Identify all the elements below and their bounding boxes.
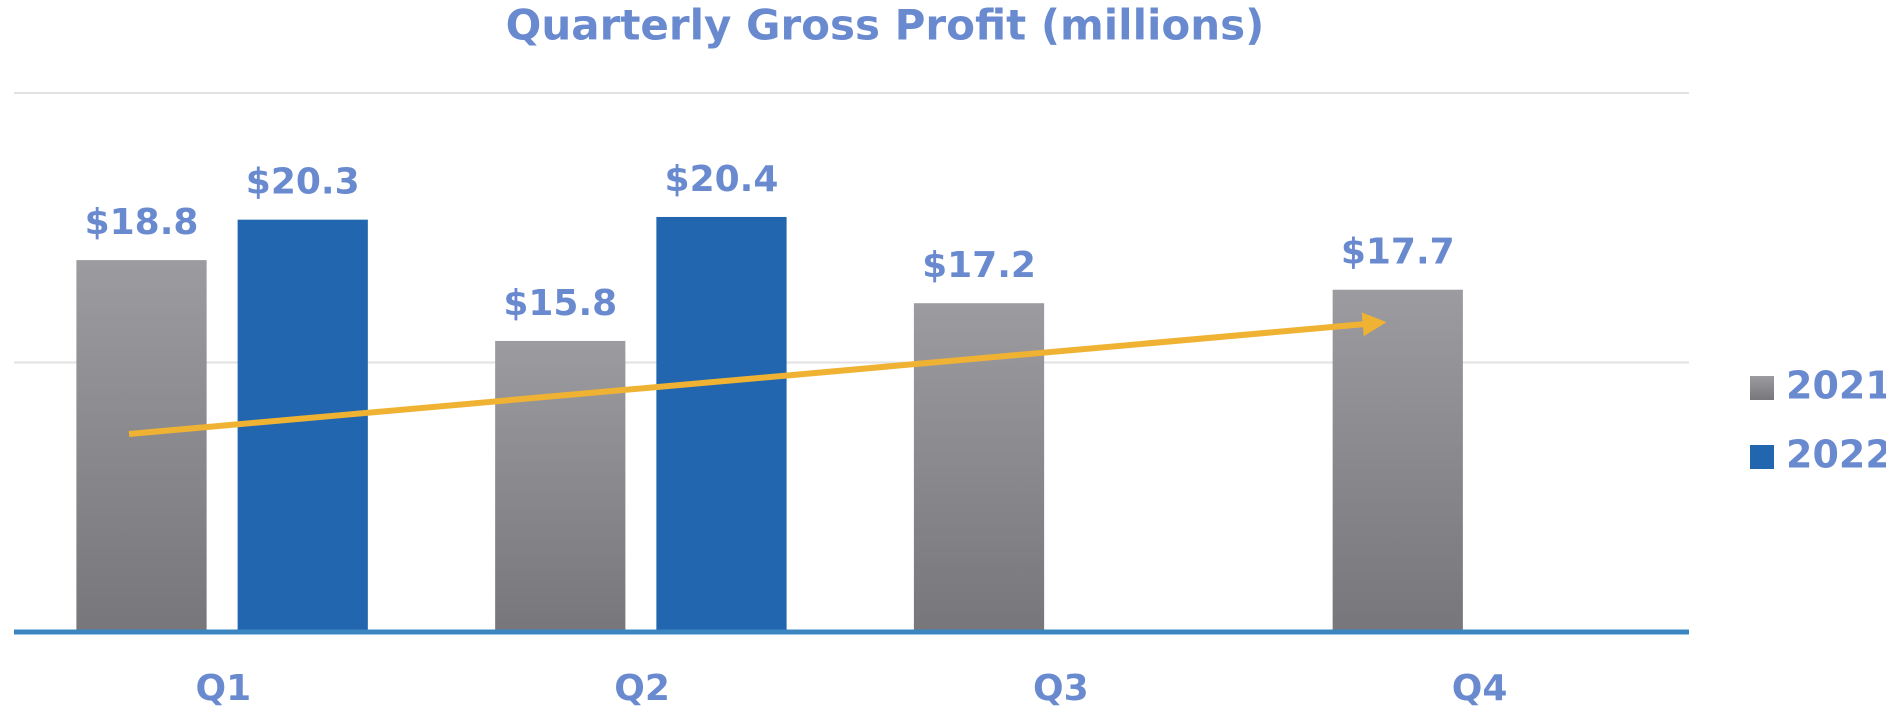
bar: [237, 219, 368, 633]
x-tick-label: Q3: [1033, 668, 1089, 709]
legend-label: 2022: [1786, 433, 1886, 477]
chart-title: Quarterly Gross Profit (millions): [506, 1, 1265, 50]
bar: [495, 340, 626, 632]
trend-arrow: [128, 312, 1387, 437]
data-label: $18.8: [85, 202, 199, 243]
data-label: $20.3: [246, 162, 360, 203]
data-label: $17.7: [1341, 232, 1455, 273]
bar: [656, 216, 787, 632]
plot-area: $18.8 $15.8 $17.2 $17.7 $20.3 $20.4 Q1 Q2 Q3 Q4: [14, 92, 1689, 709]
x-tick-label: Q1: [196, 668, 252, 709]
bar: [1332, 289, 1463, 632]
data-label: $20.4: [665, 159, 779, 200]
data-label: $17.2: [922, 245, 1036, 286]
bar: [76, 260, 207, 632]
legend-swatch: [1750, 445, 1774, 469]
legend-swatch: [1750, 376, 1774, 400]
data-label: $15.8: [503, 283, 617, 324]
x-tick-label: Q2: [614, 668, 670, 709]
x-tick-label: Q4: [1452, 668, 1508, 709]
legend-label: 2021: [1786, 364, 1886, 408]
